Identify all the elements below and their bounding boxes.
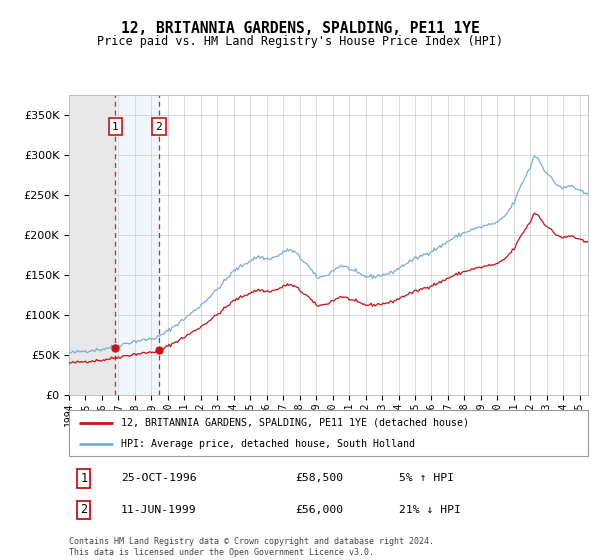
Text: 1: 1 [112,122,119,132]
Text: £56,000: £56,000 [295,505,343,515]
Text: HPI: Average price, detached house, South Holland: HPI: Average price, detached house, Sout… [121,439,415,449]
Text: 12, BRITANNIA GARDENS, SPALDING, PE11 1YE: 12, BRITANNIA GARDENS, SPALDING, PE11 1Y… [121,21,479,36]
Text: 5% ↑ HPI: 5% ↑ HPI [398,473,454,483]
Text: 11-JUN-1999: 11-JUN-1999 [121,505,197,515]
Text: 21% ↓ HPI: 21% ↓ HPI [398,505,460,515]
Text: 2: 2 [155,122,162,132]
Text: Contains HM Land Registry data © Crown copyright and database right 2024.
This d: Contains HM Land Registry data © Crown c… [69,537,434,557]
Text: 2: 2 [80,503,88,516]
Text: 1: 1 [80,472,88,485]
Text: £58,500: £58,500 [295,473,343,483]
Text: 25-OCT-1996: 25-OCT-1996 [121,473,197,483]
Bar [115,95,159,395]
Text: Price paid vs. HM Land Registry's House Price Index (HPI): Price paid vs. HM Land Registry's House … [97,35,503,48]
Text: 12, BRITANNIA GARDENS, SPALDING, PE11 1YE (detached house): 12, BRITANNIA GARDENS, SPALDING, PE11 1Y… [121,418,469,428]
Bar [69,95,115,395]
